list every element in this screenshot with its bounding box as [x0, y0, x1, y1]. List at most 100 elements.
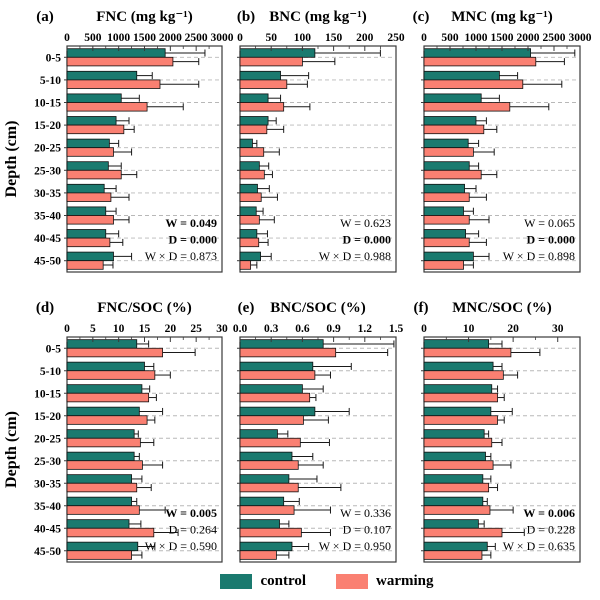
- bar-control-5-10: [239, 70, 281, 81]
- bar-control-20-25: [423, 138, 469, 149]
- bar-warming-20-25: [239, 147, 265, 157]
- bar-control-25-30: [66, 451, 135, 462]
- bar-control-0-5: [239, 339, 324, 349]
- bar-control-25-30: [239, 451, 293, 462]
- y-tick-label: 15-20: [34, 120, 61, 132]
- x-tick-label: 0: [421, 323, 427, 335]
- legend-item-warming: warming: [336, 573, 434, 590]
- bar-control-45-50: [423, 541, 488, 552]
- bar-warming-45-50: [239, 550, 277, 560]
- y-tick-label: 30-35: [34, 188, 61, 200]
- x-tick-label: 10: [463, 323, 475, 335]
- x-tick-label: 2500: [543, 32, 566, 44]
- panel-title-c: MNC (mg kg⁻¹): [451, 9, 553, 25]
- bar-control-0-5: [66, 339, 138, 349]
- bar-control-30-35: [423, 474, 484, 484]
- bar-warming-30-35: [239, 482, 299, 493]
- stats-line-a: W × D = 0.873: [145, 249, 217, 263]
- bar-warming-40-45: [239, 527, 302, 538]
- bar-warming-0-5: [66, 347, 163, 358]
- bar-warming-45-50: [66, 260, 104, 270]
- x-tick-label: 50: [265, 32, 277, 44]
- bar-control-40-45: [66, 519, 130, 529]
- x-tick-label: 200: [356, 32, 374, 44]
- bar-control-40-45: [239, 519, 280, 529]
- bar-control-25-30: [423, 161, 470, 171]
- bar-control-35-40: [239, 496, 285, 507]
- x-tick-label: 3000: [569, 32, 592, 44]
- x-tick-label: 1000: [465, 32, 488, 44]
- bar-warming-10-15: [239, 102, 285, 112]
- bar-control-0-5: [423, 48, 531, 58]
- stats-line-e: W = 0.336: [340, 506, 391, 520]
- bar-warming-5-10: [239, 370, 316, 380]
- bar-warming-0-5: [239, 56, 303, 67]
- y-tick-label: 10-15: [34, 388, 61, 400]
- x-tick-label: 250: [387, 32, 405, 44]
- x-tick-label: 1.5: [389, 323, 404, 335]
- bar-control-20-25: [66, 429, 135, 439]
- bar-warming-30-35: [423, 192, 470, 202]
- bar-control-45-50: [423, 251, 474, 262]
- bar-control-15-20: [423, 116, 477, 126]
- x-tick-label: 1000: [107, 32, 130, 44]
- stats-line-b: W = 0.623: [340, 216, 391, 230]
- x-tick-label: 20: [165, 323, 177, 335]
- bar-warming-40-45: [423, 237, 470, 248]
- panel-title-b: BNC (mg kg⁻¹): [269, 9, 366, 25]
- bar-control-20-25: [423, 429, 485, 439]
- bar-warming-45-50: [239, 260, 252, 270]
- panel-title-a: FNC (mg kg⁻¹): [96, 9, 193, 25]
- bar-warming-15-20: [423, 415, 498, 425]
- bar-control-45-50: [239, 541, 293, 552]
- bar-warming-10-15: [66, 102, 148, 112]
- bar-control-30-35: [66, 474, 132, 484]
- bar-warming-45-50: [66, 550, 132, 560]
- bar-control-0-5: [423, 339, 490, 349]
- y-tick-label: 35-40: [34, 211, 61, 223]
- y-tick-label: 10-15: [34, 98, 61, 110]
- y-tick-label: 20-25: [34, 143, 61, 155]
- bar-warming-25-30: [66, 169, 122, 180]
- depth-axis-label: Depth (cm): [3, 411, 20, 488]
- bar-control-30-35: [239, 183, 258, 194]
- stats-line-a: D = 0.000: [168, 233, 217, 247]
- bar-warming-5-10: [423, 370, 504, 380]
- bar-control-15-20: [66, 116, 117, 126]
- bar-control-45-50: [239, 251, 261, 262]
- bar-warming-20-25: [423, 147, 474, 157]
- stats-line-f: W × D = 0.635: [503, 539, 575, 553]
- bar-control-15-20: [423, 406, 492, 417]
- bar-control-20-25: [239, 429, 278, 439]
- bar-warming-15-20: [239, 415, 304, 425]
- y-tick-label: 35-40: [34, 501, 61, 513]
- bar-warming-30-35: [66, 192, 112, 202]
- stats-line-c: W × D = 0.898: [503, 249, 575, 263]
- y-tick-label: 45-50: [34, 546, 61, 558]
- x-tick-label: 150: [325, 32, 343, 44]
- bar-warming-5-10: [66, 370, 156, 380]
- bar-control-10-15: [239, 93, 269, 103]
- panel-title-d: FNC/SOC (%): [97, 300, 192, 316]
- panel-tag-b: (b): [237, 9, 255, 25]
- stats-line-d: W = 0.005: [165, 506, 217, 520]
- bar-control-0-5: [66, 48, 166, 58]
- panel-tag-e: (e): [238, 300, 255, 316]
- bar-warming-45-50: [423, 260, 464, 270]
- bar-control-5-10: [423, 70, 500, 81]
- bar-warming-35-40: [66, 215, 114, 225]
- depth-axis-label: Depth (cm): [3, 121, 20, 198]
- bar-control-0-5: [239, 48, 316, 58]
- bar-control-25-30: [239, 161, 260, 171]
- bar-warming-35-40: [423, 215, 470, 225]
- stats-line-e: W × D = 0.950: [319, 539, 391, 553]
- bar-control-45-50: [66, 541, 139, 552]
- bar-control-30-35: [423, 183, 465, 194]
- bar-warming-5-10: [423, 79, 524, 89]
- bar-control-40-45: [423, 519, 479, 529]
- legend-label-control: control: [260, 572, 307, 589]
- x-tick-label: 0: [421, 32, 427, 44]
- bar-warming-35-40: [423, 505, 491, 515]
- y-tick-label: 0-5: [46, 343, 62, 355]
